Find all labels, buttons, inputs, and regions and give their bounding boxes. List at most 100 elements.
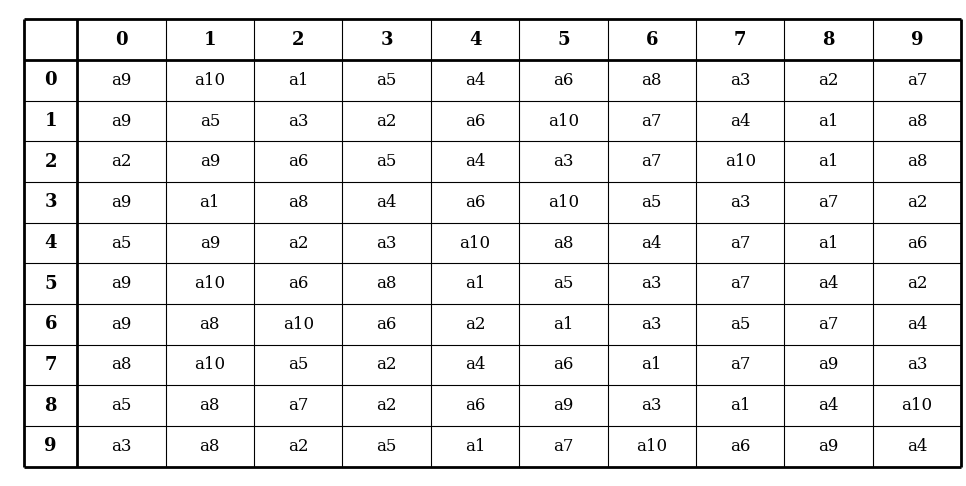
- Text: a5: a5: [377, 438, 397, 455]
- Text: a4: a4: [377, 194, 397, 211]
- Text: 5: 5: [44, 275, 57, 293]
- Text: a10: a10: [548, 194, 579, 211]
- Text: a5: a5: [554, 275, 574, 292]
- Text: a2: a2: [377, 356, 397, 373]
- Text: 6: 6: [645, 31, 658, 49]
- Text: 3: 3: [44, 193, 57, 211]
- Text: a10: a10: [194, 275, 225, 292]
- Text: a3: a3: [641, 397, 662, 414]
- Text: a4: a4: [465, 72, 485, 89]
- Text: 4: 4: [469, 31, 481, 49]
- Text: 2: 2: [44, 153, 57, 171]
- Text: a7: a7: [730, 235, 751, 251]
- Text: a6: a6: [288, 153, 308, 170]
- Text: a7: a7: [730, 275, 751, 292]
- Text: a4: a4: [730, 113, 751, 130]
- Text: a1: a1: [465, 275, 485, 292]
- Text: a7: a7: [641, 153, 662, 170]
- Text: a7: a7: [730, 356, 751, 373]
- Text: a8: a8: [200, 438, 220, 455]
- Text: 9: 9: [911, 31, 923, 49]
- Text: a9: a9: [200, 235, 220, 251]
- Text: a7: a7: [907, 72, 927, 89]
- Text: a4: a4: [641, 235, 662, 251]
- Text: a2: a2: [377, 397, 397, 414]
- Text: 4: 4: [44, 234, 57, 252]
- Text: a7: a7: [641, 113, 662, 130]
- Text: a4: a4: [818, 397, 838, 414]
- Text: a3: a3: [288, 113, 308, 130]
- Text: a6: a6: [907, 235, 927, 251]
- Text: a9: a9: [818, 438, 838, 455]
- Text: a1: a1: [200, 194, 220, 211]
- Text: a6: a6: [288, 275, 308, 292]
- Text: 5: 5: [557, 31, 570, 49]
- Text: a4: a4: [818, 275, 838, 292]
- Text: a1: a1: [818, 235, 838, 251]
- Text: a9: a9: [818, 356, 838, 373]
- Text: a4: a4: [907, 316, 927, 333]
- Text: a2: a2: [288, 438, 308, 455]
- Text: a8: a8: [641, 72, 662, 89]
- Text: a6: a6: [465, 113, 485, 130]
- Text: a8: a8: [907, 153, 927, 170]
- Text: a3: a3: [377, 235, 397, 251]
- Text: a6: a6: [465, 194, 485, 211]
- Text: a10: a10: [460, 235, 491, 251]
- Text: a5: a5: [200, 113, 220, 130]
- Text: a2: a2: [818, 72, 838, 89]
- Text: a6: a6: [465, 397, 485, 414]
- Text: 0: 0: [115, 31, 128, 49]
- Text: a10: a10: [283, 316, 314, 333]
- Text: 2: 2: [292, 31, 304, 49]
- Text: 7: 7: [734, 31, 747, 49]
- Text: a3: a3: [641, 275, 662, 292]
- Text: a5: a5: [288, 356, 308, 373]
- Text: a8: a8: [200, 316, 220, 333]
- Text: a2: a2: [465, 316, 485, 333]
- Text: a9: a9: [111, 72, 131, 89]
- Text: a10: a10: [724, 153, 755, 170]
- Text: a5: a5: [641, 194, 662, 211]
- Text: a10: a10: [194, 72, 225, 89]
- Text: a7: a7: [288, 397, 308, 414]
- Text: a1: a1: [465, 438, 485, 455]
- Text: a9: a9: [200, 153, 220, 170]
- Text: a5: a5: [111, 235, 131, 251]
- Text: 1: 1: [44, 112, 57, 130]
- Text: a8: a8: [377, 275, 397, 292]
- Text: 6: 6: [44, 315, 57, 333]
- Text: a10: a10: [637, 438, 668, 455]
- Text: a7: a7: [818, 194, 838, 211]
- Text: a2: a2: [377, 113, 397, 130]
- Text: a1: a1: [730, 397, 751, 414]
- Text: a7: a7: [554, 438, 574, 455]
- Text: 7: 7: [44, 356, 57, 374]
- Text: a4: a4: [465, 356, 485, 373]
- Text: a8: a8: [200, 397, 220, 414]
- Text: a9: a9: [111, 113, 131, 130]
- Text: a3: a3: [111, 438, 131, 455]
- Text: a1: a1: [818, 153, 838, 170]
- Text: a4: a4: [907, 438, 927, 455]
- Text: a3: a3: [907, 356, 927, 373]
- Text: a6: a6: [377, 316, 397, 333]
- Text: a5: a5: [111, 397, 131, 414]
- Text: a1: a1: [818, 113, 838, 130]
- Text: a2: a2: [288, 235, 308, 251]
- Text: 1: 1: [204, 31, 216, 49]
- Text: a6: a6: [730, 438, 751, 455]
- Text: a9: a9: [111, 316, 131, 333]
- Text: a8: a8: [288, 194, 308, 211]
- Text: a9: a9: [111, 275, 131, 292]
- Text: 8: 8: [822, 31, 835, 49]
- Text: a5: a5: [377, 72, 397, 89]
- Text: a1: a1: [554, 316, 574, 333]
- Text: a3: a3: [730, 72, 751, 89]
- Text: a3: a3: [554, 153, 574, 170]
- Text: a8: a8: [554, 235, 574, 251]
- Text: a2: a2: [907, 194, 927, 211]
- Text: a2: a2: [111, 153, 131, 170]
- Text: a9: a9: [554, 397, 574, 414]
- Text: 3: 3: [381, 31, 393, 49]
